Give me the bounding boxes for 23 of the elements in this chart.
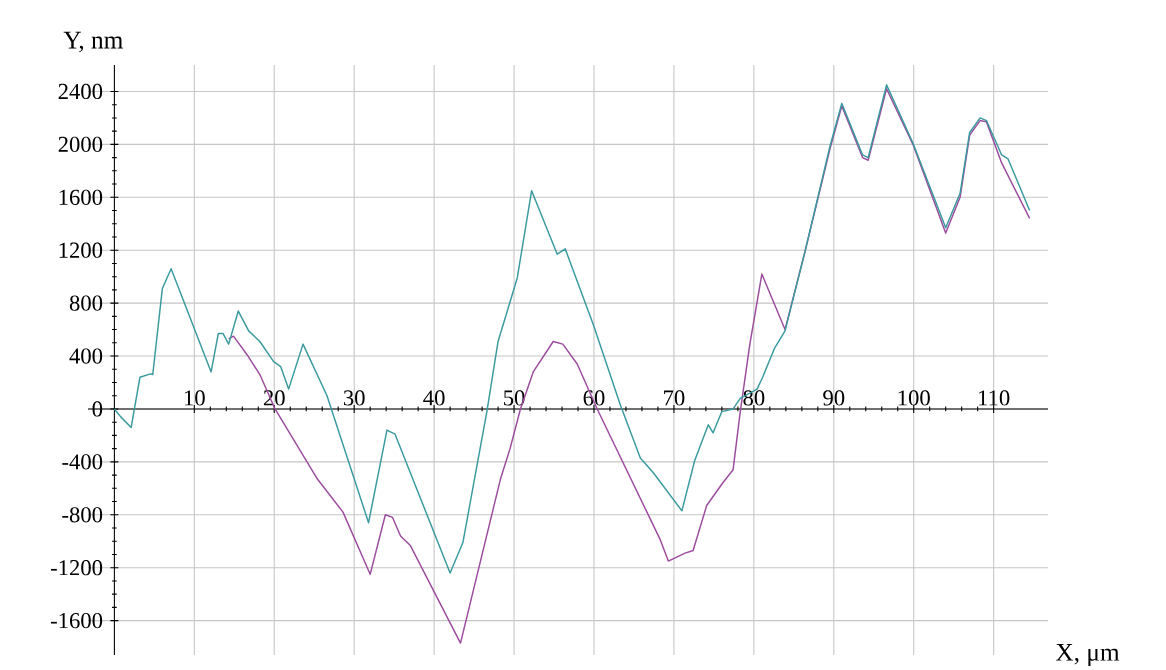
x-tick-label: 70 [664, 390, 685, 406]
line-series [227, 87, 1031, 644]
x-axis-title: X, μm [1055, 643, 1120, 666]
x-tick-label: 50 [504, 390, 525, 406]
y-tick-label: 2400 [58, 83, 103, 99]
x-tick-label: 10 [184, 390, 205, 406]
y-tick-label: -800 [62, 506, 103, 523]
y-tick-label: 400 [69, 348, 103, 364]
line-series [113, 83, 1031, 574]
y-tick-label: 1600 [59, 189, 103, 205]
y-tick-label: -400 [62, 453, 103, 470]
x-tick-label: 90 [823, 390, 845, 406]
y-axis-title: Y, nm [63, 31, 123, 53]
y-tick-label: -1600 [50, 612, 103, 629]
x-tick-label: 110 [979, 390, 1010, 406]
y-tick-label: -1200 [50, 559, 103, 576]
x-tick-label: 100 [898, 390, 930, 406]
x-tick-label: 80 [743, 390, 765, 406]
y-tick-label: 2000 [58, 136, 103, 152]
x-tick-label: 40 [423, 390, 445, 406]
y-tick-label: 800 [69, 295, 103, 311]
x-tick-label: 30 [343, 390, 365, 406]
y-tick-label: 1200 [59, 242, 103, 258]
